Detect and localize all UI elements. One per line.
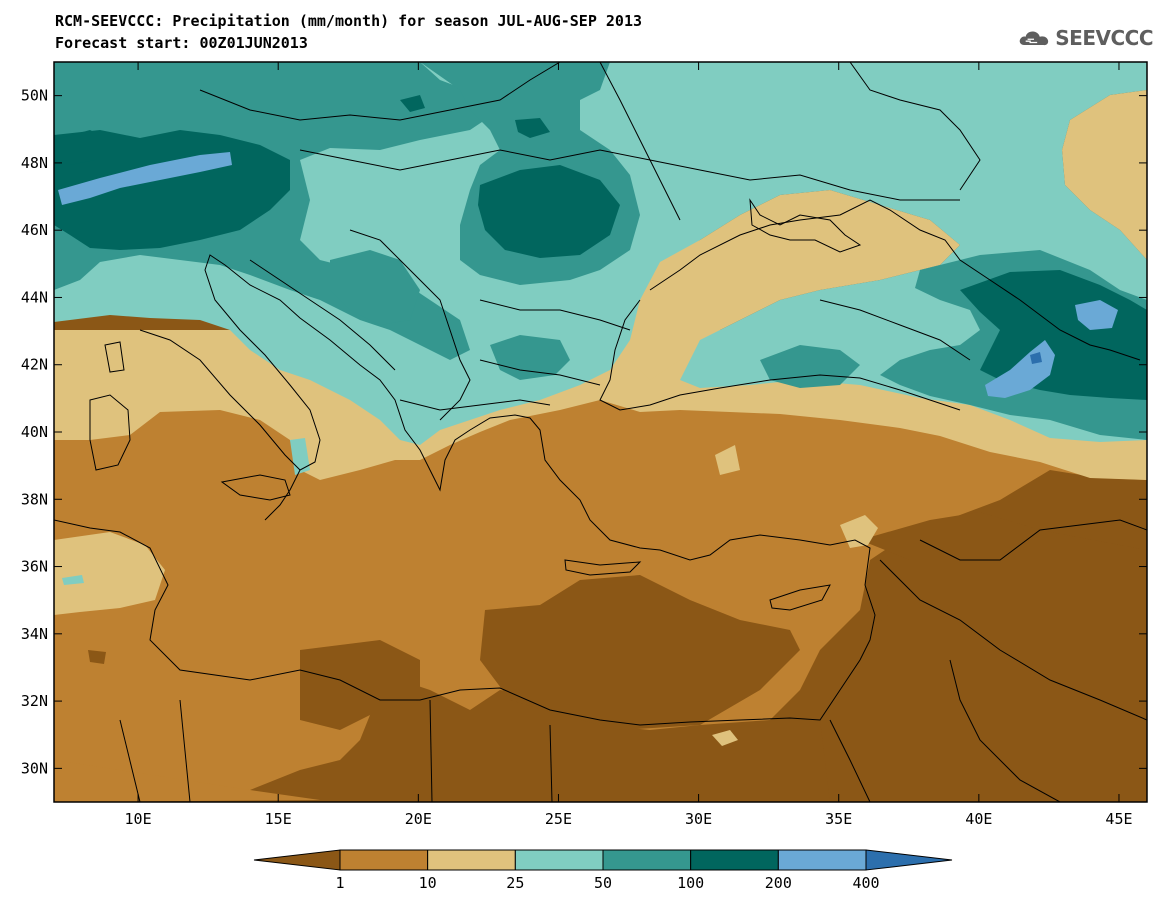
color-legend: 1 10 25 50 100 200 400 xyxy=(253,849,953,892)
coastlines-borders xyxy=(54,62,1147,802)
legend-arrow-low xyxy=(253,849,341,871)
legend-label: 50 xyxy=(594,874,612,892)
seevccc-logo: SEEVCCC xyxy=(1018,22,1153,54)
legend-color-box xyxy=(690,849,779,871)
logo-text: SEEVCCC xyxy=(1055,26,1153,50)
lat-tick-label: 42N xyxy=(21,356,48,374)
legend-label: 25 xyxy=(506,874,524,892)
lat-tick-label: 44N xyxy=(21,288,48,306)
legend-color-box xyxy=(602,849,692,871)
map-title: RCM-SEEVCCC: Precipitation (mm/month) fo… xyxy=(55,12,642,30)
lat-tick-label: 50N xyxy=(21,87,48,105)
lat-tick-label: 32N xyxy=(21,692,48,710)
lon-tick-label: 30E xyxy=(685,810,712,828)
lat-tick-label: 34N xyxy=(21,625,48,643)
lat-tick-label: 38N xyxy=(21,490,48,508)
legend-label: 100 xyxy=(677,874,704,892)
legend-label: 400 xyxy=(852,874,879,892)
forecast-start-label: Forecast start: 00Z01JUN2013 xyxy=(55,34,308,52)
lon-tick-label: 40E xyxy=(965,810,992,828)
legend-label: 1 xyxy=(335,874,344,892)
lon-tick-label: 20E xyxy=(405,810,432,828)
lon-tick-label: 25E xyxy=(545,810,572,828)
legend-arrow-high xyxy=(865,849,953,871)
lat-tick-label: 46N xyxy=(21,221,48,239)
legend-color-box xyxy=(427,849,516,871)
lat-tick-label: 48N xyxy=(21,154,48,172)
lon-tick-label: 35E xyxy=(825,810,852,828)
lon-tick-label: 15E xyxy=(265,810,292,828)
legend-label: 10 xyxy=(419,874,437,892)
lon-tick-label: 10E xyxy=(125,810,152,828)
lat-tick-label: 40N xyxy=(21,423,48,441)
lat-tick-label: 36N xyxy=(21,558,48,576)
lon-axis: 10E 15E 20E 25E 30E 35E 40E 45E xyxy=(125,62,1133,828)
legend-color-box xyxy=(339,849,429,871)
precipitation-field xyxy=(54,62,1147,802)
cloud-icon xyxy=(1019,31,1049,46)
lat-axis: 50N 48N 46N 44N 42N 40N 38N 36N 34N 32N 30N xyxy=(21,87,1147,777)
lat-tick-label: 30N xyxy=(21,759,48,777)
legend-color-box xyxy=(514,849,604,871)
lon-tick-label: 45E xyxy=(1105,810,1132,828)
legend-color-box xyxy=(777,849,867,871)
legend-label: 200 xyxy=(765,874,792,892)
